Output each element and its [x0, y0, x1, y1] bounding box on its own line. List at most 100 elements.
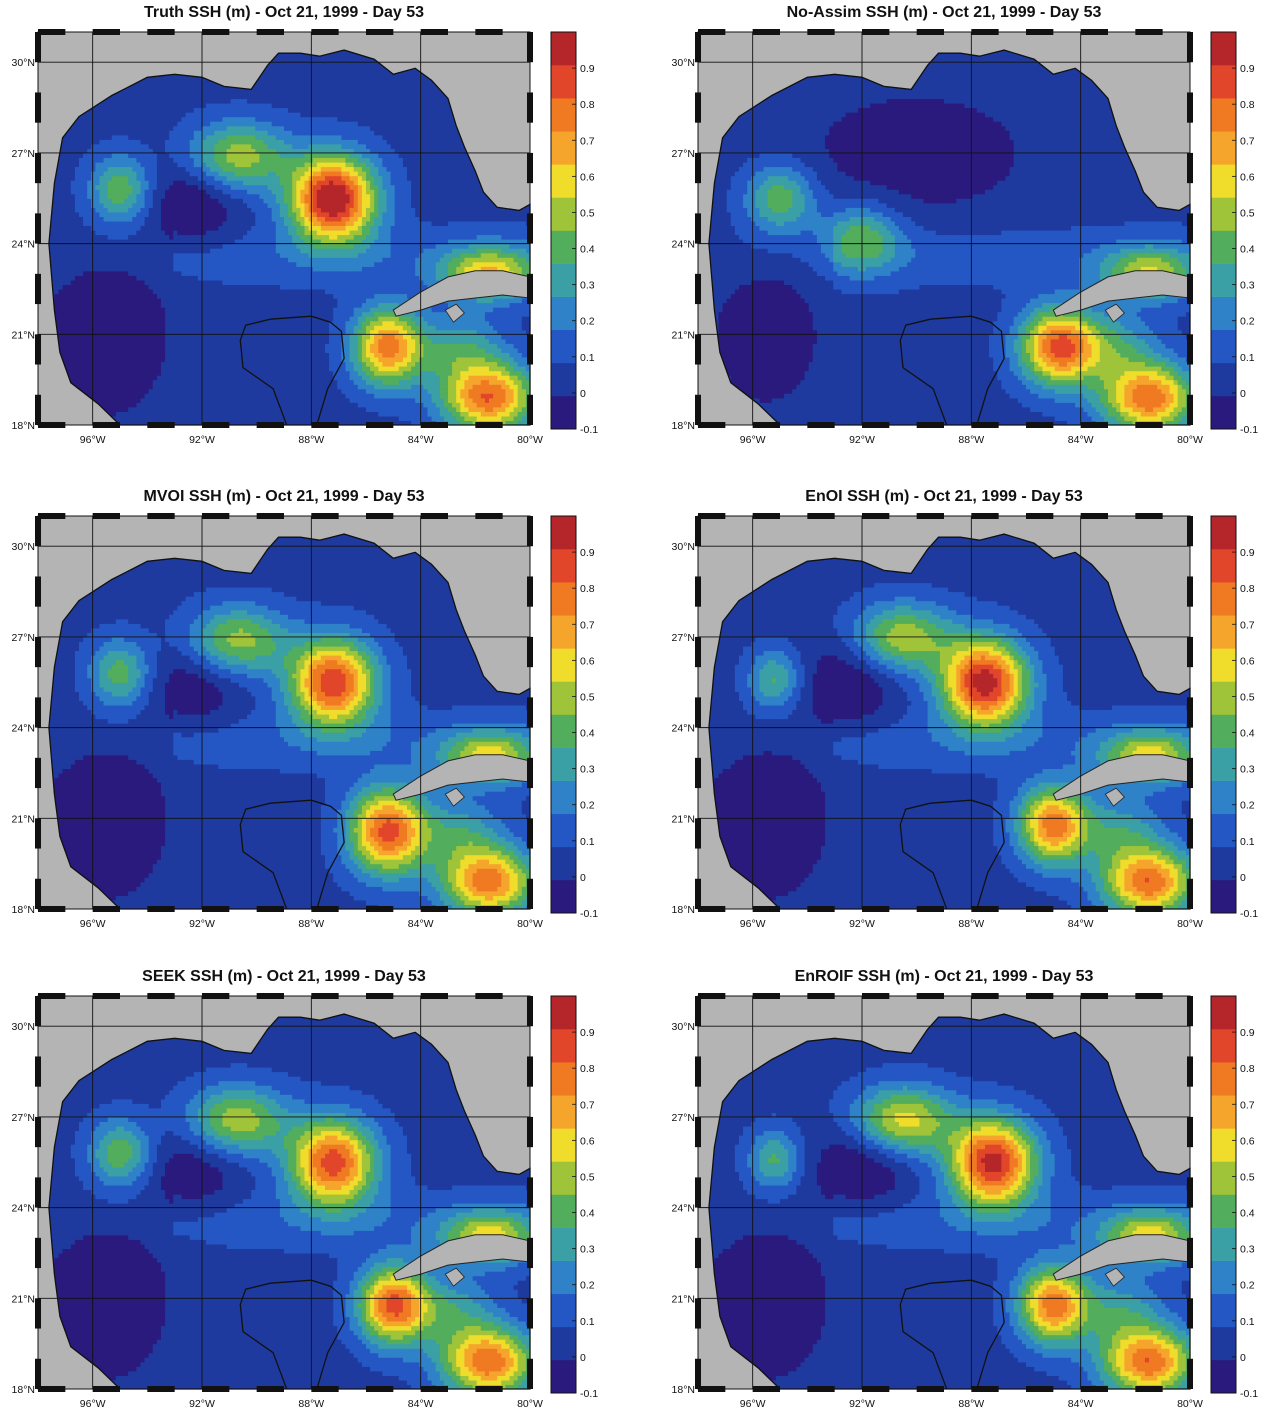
ssh-cell [124, 167, 129, 172]
ssh-cell [124, 126, 129, 131]
ssh-cell [231, 334, 236, 339]
ssh-cell [186, 371, 191, 376]
ssh-cell [75, 135, 80, 140]
ssh-cell [63, 275, 68, 280]
ssh-cell [243, 253, 248, 258]
ssh-cell [67, 244, 72, 249]
ssh-cell [149, 262, 154, 267]
ssh-cell [136, 198, 141, 203]
ssh-cell [136, 366, 141, 371]
ssh-cell [210, 262, 215, 267]
ssh-cell [128, 325, 133, 330]
ssh-cell [104, 230, 109, 235]
ssh-cell [112, 411, 117, 416]
ssh-cell [153, 117, 158, 122]
ssh-cell [128, 380, 133, 385]
ssh-cell [100, 362, 105, 367]
ssh-cell [223, 262, 228, 267]
ssh-cell [186, 384, 191, 389]
ssh-cell [100, 198, 105, 203]
ssh-cell [161, 398, 166, 403]
ssh-cell [95, 298, 100, 303]
ssh-cell [71, 262, 76, 267]
ssh-cell [169, 108, 174, 113]
ssh-cell [194, 321, 199, 326]
ssh-cell [259, 334, 264, 339]
ssh-cell [120, 185, 125, 190]
ssh-cell [128, 266, 133, 271]
ssh-cell [128, 321, 133, 326]
ssh-cell [227, 280, 232, 285]
ssh-cell [141, 303, 146, 308]
ssh-cell [108, 99, 113, 104]
ssh-cell [247, 126, 252, 131]
ssh-cell [132, 307, 137, 312]
ssh-cell [169, 167, 174, 172]
ssh-cell [239, 180, 244, 185]
ssh-cell [116, 226, 121, 231]
ssh-cell [124, 253, 129, 258]
ssh-cell [95, 167, 100, 172]
ssh-cell [91, 130, 96, 135]
ssh-cell [264, 76, 269, 81]
ssh-cell [79, 212, 84, 217]
ssh-cell [141, 393, 146, 398]
ssh-cell [255, 312, 260, 317]
ssh-cell [75, 303, 80, 308]
ssh-cell [214, 121, 219, 126]
ssh-cell [145, 216, 150, 221]
ssh-cell [202, 230, 207, 235]
ssh-cell [243, 130, 248, 135]
ssh-cell [231, 117, 236, 122]
ssh-cell [116, 384, 121, 389]
ssh-cell [231, 221, 236, 226]
ssh-cell [259, 221, 264, 226]
ssh-cell [112, 121, 117, 126]
ssh-cell [235, 221, 240, 226]
ssh-cell [255, 167, 260, 172]
ssh-cell [235, 117, 240, 122]
ssh-cell [182, 303, 187, 308]
ssh-cell [104, 203, 109, 208]
ssh-cell [112, 235, 117, 240]
ssh-cell [223, 284, 228, 289]
ssh-cell [268, 303, 273, 308]
ssh-cell [145, 362, 150, 367]
ssh-cell [177, 348, 182, 353]
ssh-cell [169, 235, 174, 240]
ssh-cell [165, 253, 170, 258]
ssh-cell [128, 221, 133, 226]
ssh-cell [112, 343, 117, 348]
ssh-cell [243, 89, 248, 94]
ssh-cell [206, 162, 211, 167]
ssh-cell [83, 212, 88, 217]
ssh-cell [87, 162, 92, 167]
ssh-cell [128, 284, 133, 289]
ssh-cell [186, 389, 191, 394]
ssh-cell [235, 366, 240, 371]
ssh-cell [63, 153, 68, 158]
ssh-cell [255, 221, 260, 226]
ssh-cell [255, 307, 260, 312]
ssh-cell [157, 235, 162, 240]
ssh-cell [54, 284, 59, 289]
ssh-cell [75, 339, 80, 344]
ssh-cell [149, 294, 154, 299]
ssh-cell [87, 171, 92, 176]
ssh-cell [214, 398, 219, 403]
ssh-cell [190, 139, 195, 144]
ssh-cell [157, 162, 162, 167]
ssh-cell [153, 89, 158, 94]
ssh-cell [186, 289, 191, 294]
ssh-cell [132, 189, 137, 194]
ssh-cell [71, 235, 76, 240]
ssh-cell [251, 316, 256, 321]
ssh-cell [75, 235, 80, 240]
ssh-cell [128, 398, 133, 403]
ssh-cell [120, 303, 125, 308]
ssh-cell [190, 348, 195, 353]
ssh-cell [95, 275, 100, 280]
ssh-cell [54, 212, 59, 217]
ssh-cell [190, 339, 195, 344]
ssh-cell [157, 185, 162, 190]
